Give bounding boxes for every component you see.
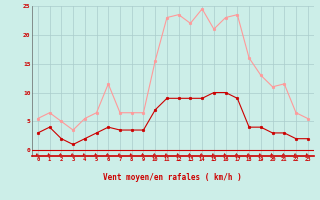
- X-axis label: Vent moyen/en rafales ( km/h ): Vent moyen/en rafales ( km/h ): [103, 174, 242, 182]
